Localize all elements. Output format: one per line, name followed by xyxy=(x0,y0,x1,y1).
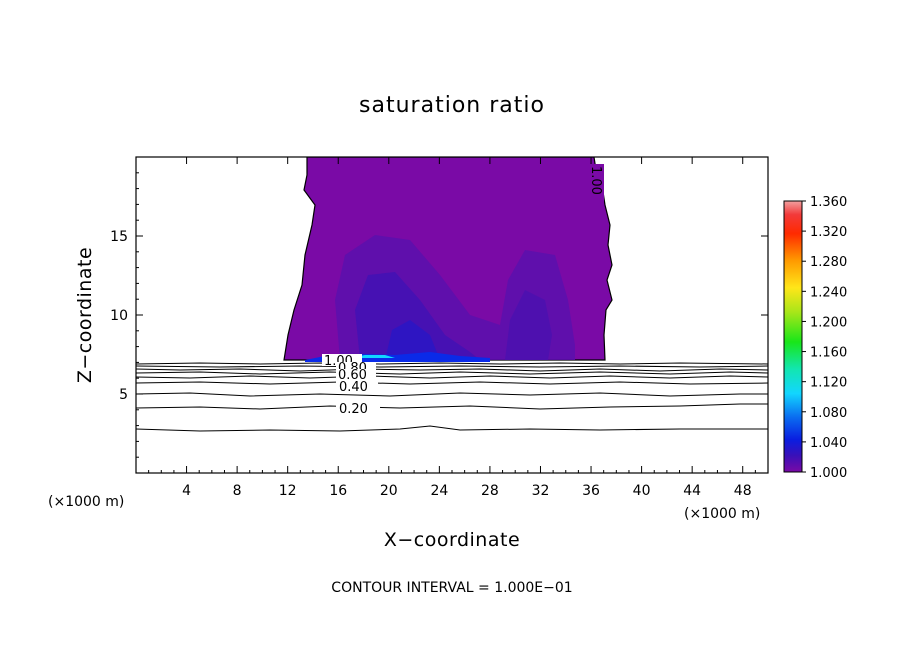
contour-line-9 xyxy=(135,425,768,432)
x-tick-label-48: 48 xyxy=(734,483,752,499)
colorbar-label-1.280: 1.280 xyxy=(810,255,847,270)
contour-label-bg-2 xyxy=(336,362,376,372)
x-tick-label-8: 8 xyxy=(233,483,242,499)
y-axis: 5 10 15 xyxy=(110,172,768,458)
colorbar-label-1.120: 1.120 xyxy=(810,376,847,391)
colorbar-label-1.360: 1.360 xyxy=(810,195,847,210)
x-tick-label-44: 44 xyxy=(683,483,701,499)
colorbar-label-1.200: 1.200 xyxy=(810,315,847,330)
colorbar-label-1.320: 1.320 xyxy=(810,225,847,240)
field-core-right xyxy=(505,290,552,360)
colorbar-label-1.040: 1.040 xyxy=(810,436,847,451)
x-axis: 4 8 12 16 20 24 28 32 36 40 44 48 xyxy=(148,157,756,499)
contour-label-bg-top xyxy=(588,164,604,206)
contour-label-4: 0.40 xyxy=(339,380,368,395)
contour-label-top: 1.00 xyxy=(588,166,603,195)
colorbar-label-1.160: 1.160 xyxy=(810,346,847,361)
contour-label-bg-5 xyxy=(336,401,380,414)
contour-line-3 xyxy=(135,368,769,372)
x-tick-label-4: 4 xyxy=(182,483,191,499)
colorbar-label-1.240: 1.240 xyxy=(810,285,847,300)
contour-label-bg-3 xyxy=(336,369,376,380)
x-tick-label-28: 28 xyxy=(481,483,499,499)
x-axis-label: X−coordinate xyxy=(384,529,520,551)
contour-interval-note: CONTOUR INTERVAL = 1.000E−01 xyxy=(331,580,572,596)
plot-content xyxy=(283,157,613,362)
contour-line-5 xyxy=(135,375,769,379)
contour-labels: 1.00 1.00 0.80 0.60 0.40 0.20 xyxy=(322,164,604,417)
colorbar-ticks: 1.360 1.320 1.280 1.240 1.200 1.160 1.120 1.080… xyxy=(802,195,847,481)
contour-label-5: 0.20 xyxy=(339,402,368,417)
contour-lines xyxy=(135,362,769,432)
colorbar-label-1.080: 1.080 xyxy=(810,406,847,421)
x-tick-label-40: 40 xyxy=(633,483,651,499)
contour-line-8 xyxy=(135,403,768,410)
colorbar xyxy=(783,200,803,473)
y-tick-label-10: 10 xyxy=(110,308,128,324)
x-tick-label-16: 16 xyxy=(329,483,347,499)
contour-line-6 xyxy=(135,381,769,385)
chart-title: saturation ratio xyxy=(359,93,545,118)
x-tick-label-20: 20 xyxy=(380,483,398,499)
y-tick-label-15: 15 xyxy=(110,229,128,245)
x-axis-unit: (×1000 m) xyxy=(684,506,760,522)
x-tick-label-24: 24 xyxy=(430,483,448,499)
x-tick-label-32: 32 xyxy=(532,483,550,499)
x-tick-label-36: 36 xyxy=(582,483,600,499)
y-axis-label: Z−coordinate xyxy=(74,247,96,383)
contour-line-7 xyxy=(135,392,768,397)
field-core-deep xyxy=(385,320,440,360)
contour-label-bg-4 xyxy=(336,379,378,391)
contour-line-4 xyxy=(135,371,769,375)
x-tick-label-12: 12 xyxy=(279,483,297,499)
contour-line-1 xyxy=(135,362,769,365)
contour-line-2 xyxy=(135,365,769,368)
colorbar-label-1.000: 1.000 xyxy=(810,466,847,481)
y-tick-label-5: 5 xyxy=(119,387,128,403)
field-core-inner xyxy=(355,272,480,360)
y-axis-unit: (×1000 m) xyxy=(48,494,124,510)
